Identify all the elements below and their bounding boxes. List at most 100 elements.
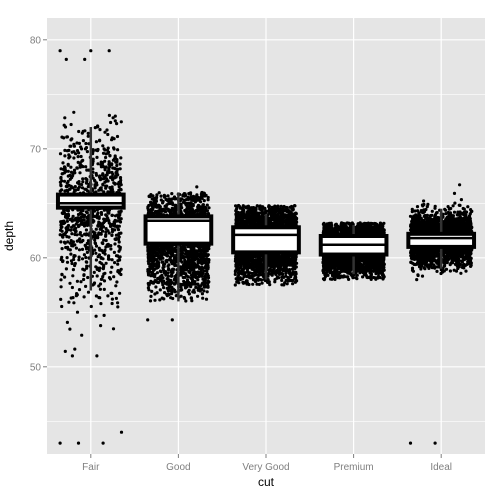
jitter-point bbox=[147, 283, 151, 287]
jitter-point bbox=[200, 292, 204, 296]
jitter-point bbox=[99, 256, 103, 260]
jitter-point bbox=[72, 301, 76, 305]
jitter-point bbox=[73, 218, 77, 222]
jitter-point bbox=[173, 275, 177, 279]
jitter-point bbox=[155, 264, 159, 268]
jitter-point bbox=[118, 258, 122, 262]
jitter-point bbox=[165, 258, 169, 262]
jitter-point bbox=[115, 224, 119, 228]
jitter-point bbox=[190, 210, 194, 214]
jitter-point bbox=[162, 286, 166, 290]
jitter-point bbox=[182, 198, 186, 202]
jitter-point bbox=[203, 277, 207, 281]
jitter-point bbox=[65, 135, 69, 139]
jitter-point bbox=[102, 313, 106, 317]
jitter-point bbox=[68, 281, 72, 285]
jitter-point bbox=[151, 250, 155, 254]
jitter-point bbox=[246, 270, 250, 274]
jitter-point bbox=[190, 251, 194, 255]
jitter-point bbox=[84, 146, 89, 150]
jitter-point bbox=[108, 154, 112, 158]
jitter-point bbox=[161, 201, 165, 205]
jitter-point bbox=[72, 168, 77, 172]
jitter-point bbox=[192, 270, 197, 274]
jitter-point bbox=[110, 233, 114, 237]
jitter-point bbox=[149, 203, 153, 207]
jitter-point bbox=[188, 267, 193, 271]
jitter-point bbox=[62, 123, 66, 127]
jitter-point bbox=[93, 241, 98, 246]
jitter-point bbox=[91, 170, 95, 174]
jitter-point bbox=[116, 148, 120, 152]
jitter-point bbox=[190, 203, 194, 207]
jitter-point bbox=[148, 299, 153, 303]
jitter-point bbox=[76, 187, 80, 191]
jitter-point bbox=[158, 205, 162, 209]
jitter-point bbox=[116, 228, 121, 232]
jitter-point bbox=[73, 347, 77, 351]
jitter-point bbox=[110, 258, 114, 262]
jitter-point bbox=[190, 248, 194, 252]
jitter-point bbox=[82, 253, 86, 257]
jitter-point bbox=[84, 284, 88, 288]
jitter-point bbox=[106, 146, 110, 150]
jitter-point bbox=[102, 176, 107, 180]
jitter-point bbox=[67, 235, 71, 239]
jitter-point bbox=[187, 283, 192, 287]
jitter-point bbox=[185, 264, 189, 268]
jitter-point bbox=[169, 199, 173, 203]
jitter-point bbox=[245, 282, 249, 286]
jitter-point bbox=[146, 205, 150, 209]
jitter-point bbox=[167, 208, 171, 212]
jitter-point bbox=[101, 161, 105, 165]
jitter-point bbox=[113, 261, 117, 265]
jitter-point bbox=[186, 290, 190, 294]
jitter-point bbox=[154, 285, 158, 289]
jitter-point bbox=[110, 297, 114, 301]
jitter-point bbox=[116, 301, 120, 305]
jitter-point bbox=[193, 280, 197, 284]
jitter-point bbox=[91, 159, 95, 163]
jitter-point bbox=[109, 120, 113, 125]
jitter-point bbox=[77, 258, 81, 262]
jitter-point bbox=[151, 260, 155, 264]
jitter-point bbox=[68, 155, 72, 159]
jitter-point bbox=[108, 222, 112, 226]
jitter-point bbox=[179, 204, 183, 208]
jitter-point bbox=[65, 256, 69, 260]
jitter-point bbox=[152, 199, 156, 203]
jitter-point bbox=[64, 231, 68, 235]
jitter-point bbox=[196, 264, 200, 268]
jitter-point bbox=[81, 221, 85, 226]
jitter-point bbox=[99, 324, 103, 328]
jitter-point bbox=[72, 142, 76, 146]
jitter-point bbox=[116, 262, 120, 266]
jitter-point bbox=[96, 211, 100, 215]
jitter-point bbox=[101, 164, 105, 168]
jitter-point bbox=[58, 152, 63, 156]
jitter-point bbox=[75, 141, 79, 145]
jitter-point bbox=[204, 272, 208, 276]
jitter-point bbox=[201, 266, 205, 270]
jitter-point bbox=[112, 137, 116, 141]
jitter-point bbox=[86, 275, 90, 280]
jitter-point bbox=[181, 193, 186, 197]
jitter-point bbox=[93, 126, 97, 130]
jitter-point bbox=[99, 302, 103, 306]
jitter-point bbox=[119, 120, 123, 124]
jitter-point bbox=[66, 247, 70, 251]
jitter-point bbox=[66, 240, 70, 244]
jitter-point bbox=[103, 218, 107, 222]
jitter-point bbox=[60, 233, 64, 237]
jitter-point bbox=[172, 262, 176, 266]
jitter-point bbox=[166, 277, 170, 281]
jitter-point bbox=[151, 281, 155, 285]
jitter-point bbox=[84, 255, 88, 260]
jitter-point bbox=[99, 227, 103, 231]
jitter-point bbox=[108, 164, 112, 169]
jitter-point bbox=[190, 280, 195, 284]
jitter-point bbox=[60, 272, 64, 276]
jitter-point bbox=[69, 165, 73, 169]
jitter-point bbox=[179, 288, 183, 292]
